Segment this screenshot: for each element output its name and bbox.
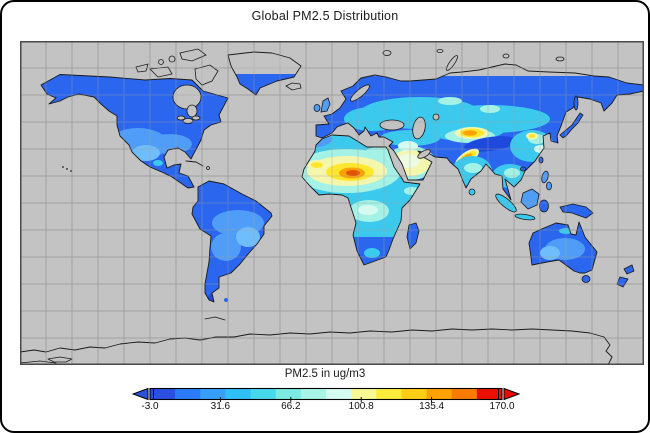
colorbar-tick-label: -3.0 <box>141 401 159 412</box>
great-britain <box>320 97 331 113</box>
aral-sea <box>432 113 440 121</box>
caspian-sea <box>412 116 426 140</box>
hainan <box>520 166 526 172</box>
taiwan <box>538 156 544 164</box>
hudson-bay <box>172 84 202 110</box>
java <box>514 213 536 221</box>
hispaniola <box>206 166 210 170</box>
sulawesi <box>539 199 549 213</box>
colorbar-segment <box>351 388 377 400</box>
colorbar-segment <box>250 388 277 400</box>
japan <box>559 112 584 139</box>
colorbar-tick-marks <box>219 397 433 402</box>
colorbar-segment <box>225 388 252 400</box>
sri-lanka <box>468 188 476 196</box>
colorbar-segment <box>150 388 176 400</box>
hawaii-islands <box>62 166 72 172</box>
sumatra <box>495 193 517 213</box>
colorbar-segment <box>476 388 503 400</box>
chart-title: Global PM2.5 Distribution <box>251 9 399 23</box>
madagascar <box>406 222 420 250</box>
colorbar-segment <box>326 388 352 400</box>
cuba <box>185 160 204 167</box>
sakhalin <box>573 95 579 111</box>
baltic-sea <box>350 84 370 102</box>
graticule-grid-overlay <box>20 41 644 365</box>
colorbar-segment <box>401 388 428 400</box>
antarctica-coastline <box>20 316 613 365</box>
world-map <box>20 41 644 365</box>
new-zealand <box>623 264 635 275</box>
colorbar-segment <box>451 388 478 400</box>
black-sea <box>379 119 405 131</box>
colorbar <box>132 387 521 402</box>
arctic-islands <box>135 48 565 86</box>
falkland-islands <box>224 298 228 302</box>
world-map-canvas <box>20 41 644 365</box>
colorbar-tick-label: 100.8 <box>348 401 374 412</box>
new-zealand <box>616 276 629 288</box>
colorbar-left-arrow <box>132 387 149 401</box>
philippines <box>541 170 549 184</box>
colorbar-segment <box>175 388 201 400</box>
colorbar-segment <box>376 388 402 400</box>
colorbar-segment <box>275 388 302 400</box>
colorbar-segment <box>300 388 327 400</box>
philippines <box>546 181 552 191</box>
ireland <box>313 104 321 112</box>
james-bay <box>186 104 198 118</box>
great-lakes <box>191 115 201 121</box>
colorbar-segment <box>200 388 226 400</box>
colorbar-tick-label: 135.4 <box>419 401 445 412</box>
borneo <box>520 188 540 210</box>
colorbar-right-arrow <box>503 387 521 401</box>
persian-gulf <box>417 149 431 159</box>
colorbar-label: PM2.5 in ug/m3 <box>284 368 366 380</box>
colorbar-tick-label: 31.6 <box>210 401 231 412</box>
tasmania <box>581 275 591 283</box>
new-guinea <box>559 203 594 219</box>
colorbar-segment <box>426 388 453 400</box>
colorbar-tick-label: 170.0 <box>489 401 515 412</box>
great-lakes <box>176 115 186 121</box>
colorbar-segments <box>150 388 503 400</box>
iceland <box>285 82 302 91</box>
map-frame <box>20 41 644 365</box>
great-lakes <box>182 118 194 124</box>
colorbar-tick-label: 66.2 <box>281 401 301 412</box>
